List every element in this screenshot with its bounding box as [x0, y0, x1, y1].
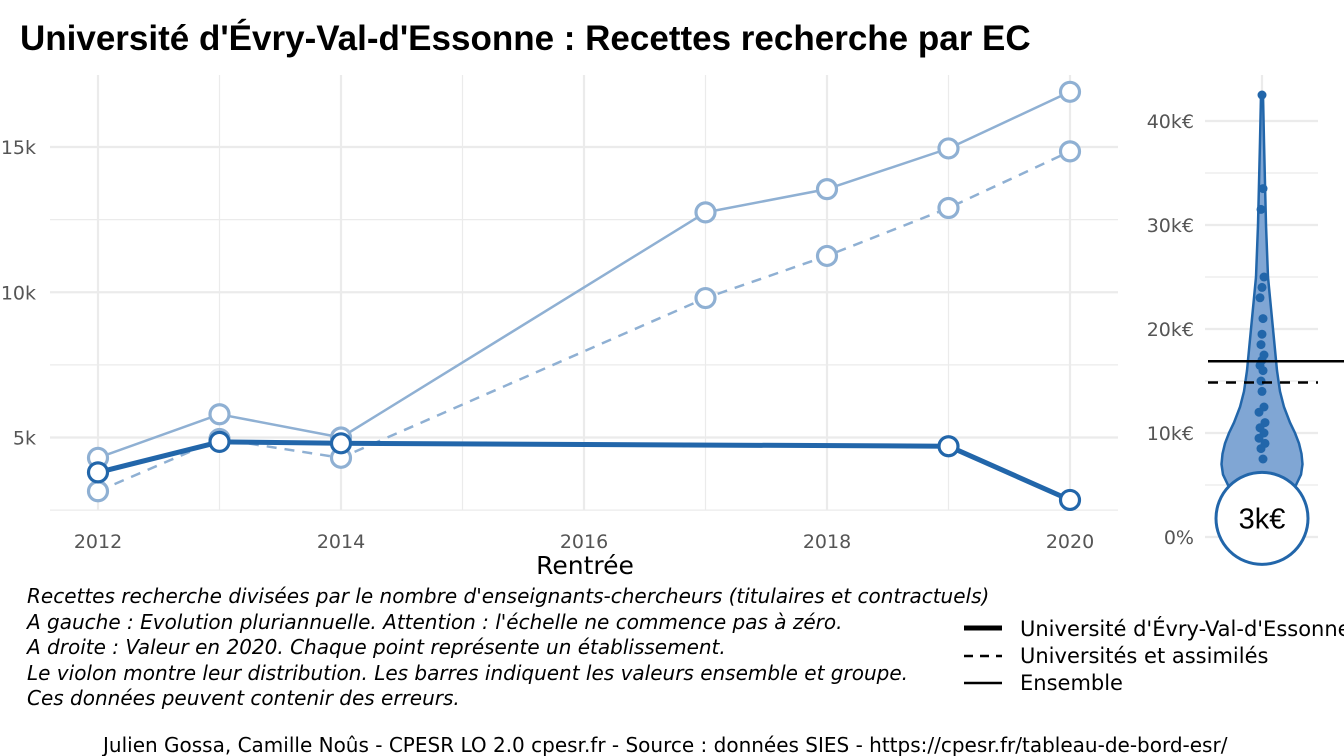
violin-point [1258, 454, 1268, 464]
chart-title: Université d'Évry-Val-d'Essonne : Recett… [20, 18, 1031, 58]
legend: Université d'Évry-Val-d'Essonne Universi… [964, 616, 1344, 695]
series-point [86, 480, 110, 503]
violin-point [1254, 407, 1264, 417]
violin-point [1257, 90, 1267, 100]
violin-point [1255, 293, 1265, 303]
line-series [86, 80, 1082, 512]
caption-line-4: Le violon montre leur distribution. Les … [27, 661, 908, 685]
x-tick-label: 2016 [560, 531, 608, 553]
series-point [937, 196, 960, 220]
line-x-ticks: 2012 2014 2016 2018 2020 [74, 531, 1094, 553]
series-point [1058, 80, 1082, 103]
series-point [937, 435, 960, 458]
highlight-badge-label: 3k€ [1239, 503, 1286, 535]
violin-point [1256, 340, 1266, 350]
legend-label-3: Ensemble [1020, 671, 1123, 695]
violin-point [1258, 366, 1268, 376]
violin-reference-lines [1208, 359, 1344, 384]
y-tick-label: 15k [1, 137, 36, 159]
x-axis-title: Rentrée [536, 551, 634, 580]
violin-y-tick-label: 20k€ [1147, 319, 1194, 341]
x-tick-label: 2018 [803, 531, 851, 553]
series-point [694, 201, 717, 224]
violin-point [1258, 184, 1268, 194]
violin-y-tick-label: 10k€ [1147, 423, 1194, 445]
caption-line-3: A droite : Valeur en 2020. Chaque point … [25, 635, 726, 659]
series-point [815, 178, 839, 201]
series-point [208, 403, 231, 426]
line-panel: 5k 10k 15k 2012 2014 2016 2018 2020 Rentrée [1, 75, 1118, 580]
y-tick-label: 10k [1, 282, 36, 304]
series-point [937, 137, 960, 160]
violin-panel: 0% 10k€ 20k€ 30k€ 40k€ 3k€ [1147, 75, 1344, 566]
series-point [1058, 140, 1082, 163]
series-point [86, 461, 110, 484]
caption: Recettes recherche divisées par le nombr… [25, 584, 989, 710]
violin-point [1256, 444, 1266, 454]
x-tick-label: 2020 [1046, 531, 1094, 553]
violin-point [1257, 282, 1267, 292]
series-point [1058, 488, 1082, 512]
violin-y-tick-label: 0% [1164, 527, 1194, 549]
x-tick-label: 2014 [317, 531, 365, 553]
series-point [208, 430, 231, 453]
violin-y-tick-label: 40k€ [1147, 111, 1194, 133]
violin-y-tick-label: 30k€ [1147, 215, 1194, 237]
violin-points [1254, 90, 1270, 464]
violin-point [1256, 376, 1266, 386]
series-point [694, 286, 717, 310]
legend-label-1: Université d'Évry-Val-d'Essonne [1020, 616, 1344, 641]
credit-line: Julien Gossa, Camille Noûs - CPESR LO 2.… [101, 733, 1228, 756]
y-tick-label: 5k [13, 428, 36, 450]
caption-line-2: A gauche : Evolution pluriannuelle. Atte… [25, 610, 843, 634]
violin-point [1257, 386, 1267, 396]
series-point [329, 432, 353, 455]
violin-point [1257, 329, 1267, 339]
series-point [815, 244, 839, 268]
violin-y-ticks: 0% 10k€ 20k€ 30k€ 40k€ [1147, 111, 1194, 549]
violin-point [1259, 272, 1269, 282]
x-tick-label: 2012 [74, 531, 122, 553]
highlight-badge [1214, 470, 1310, 566]
line-y-ticks: 5k 10k 15k [1, 137, 36, 450]
caption-line-1: Recettes recherche divisées par le nombr… [27, 584, 989, 608]
caption-line-5: Ces données peuvent contenir des erreurs… [27, 686, 460, 710]
legend-label-2: Universités et assimilés [1020, 644, 1268, 668]
violin-point [1258, 314, 1268, 324]
violin-point [1256, 204, 1266, 214]
violin-point [1254, 433, 1264, 443]
